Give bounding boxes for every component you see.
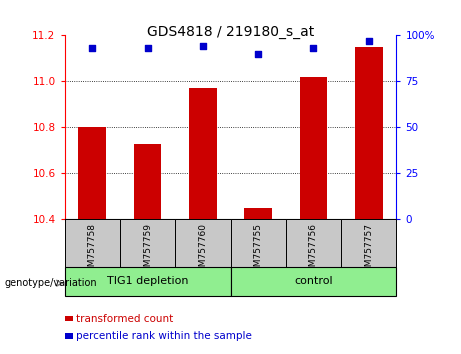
Text: GSM757760: GSM757760	[198, 223, 207, 278]
Bar	[300, 77, 327, 219]
Text: GSM757758: GSM757758	[88, 223, 97, 278]
Text: genotype/variation: genotype/variation	[5, 278, 97, 288]
Bar	[230, 267, 396, 296]
Bar	[120, 219, 175, 267]
Point	[310, 45, 317, 51]
Text: percentile rank within the sample: percentile rank within the sample	[76, 331, 252, 341]
Point	[254, 51, 262, 57]
Text: GSM757755: GSM757755	[254, 223, 263, 278]
Text: GSM757759: GSM757759	[143, 223, 152, 278]
Text: GSM757756: GSM757756	[309, 223, 318, 278]
Text: control: control	[294, 276, 333, 286]
Bar	[65, 219, 120, 267]
Point	[144, 45, 151, 51]
Bar	[78, 127, 106, 219]
Point	[199, 44, 207, 49]
Bar	[189, 88, 217, 219]
Text: GDS4818 / 219180_s_at: GDS4818 / 219180_s_at	[147, 25, 314, 39]
Bar	[134, 143, 161, 219]
Bar	[355, 47, 383, 219]
Bar	[65, 267, 230, 296]
Text: GSM757757: GSM757757	[364, 223, 373, 278]
Text: TIG1 depletion: TIG1 depletion	[107, 276, 188, 286]
Bar	[175, 219, 230, 267]
Bar	[230, 219, 286, 267]
Bar	[286, 219, 341, 267]
Point	[89, 45, 96, 51]
Bar	[341, 219, 396, 267]
Point	[365, 38, 372, 44]
Bar	[244, 208, 272, 219]
Text: transformed count: transformed count	[76, 314, 173, 324]
